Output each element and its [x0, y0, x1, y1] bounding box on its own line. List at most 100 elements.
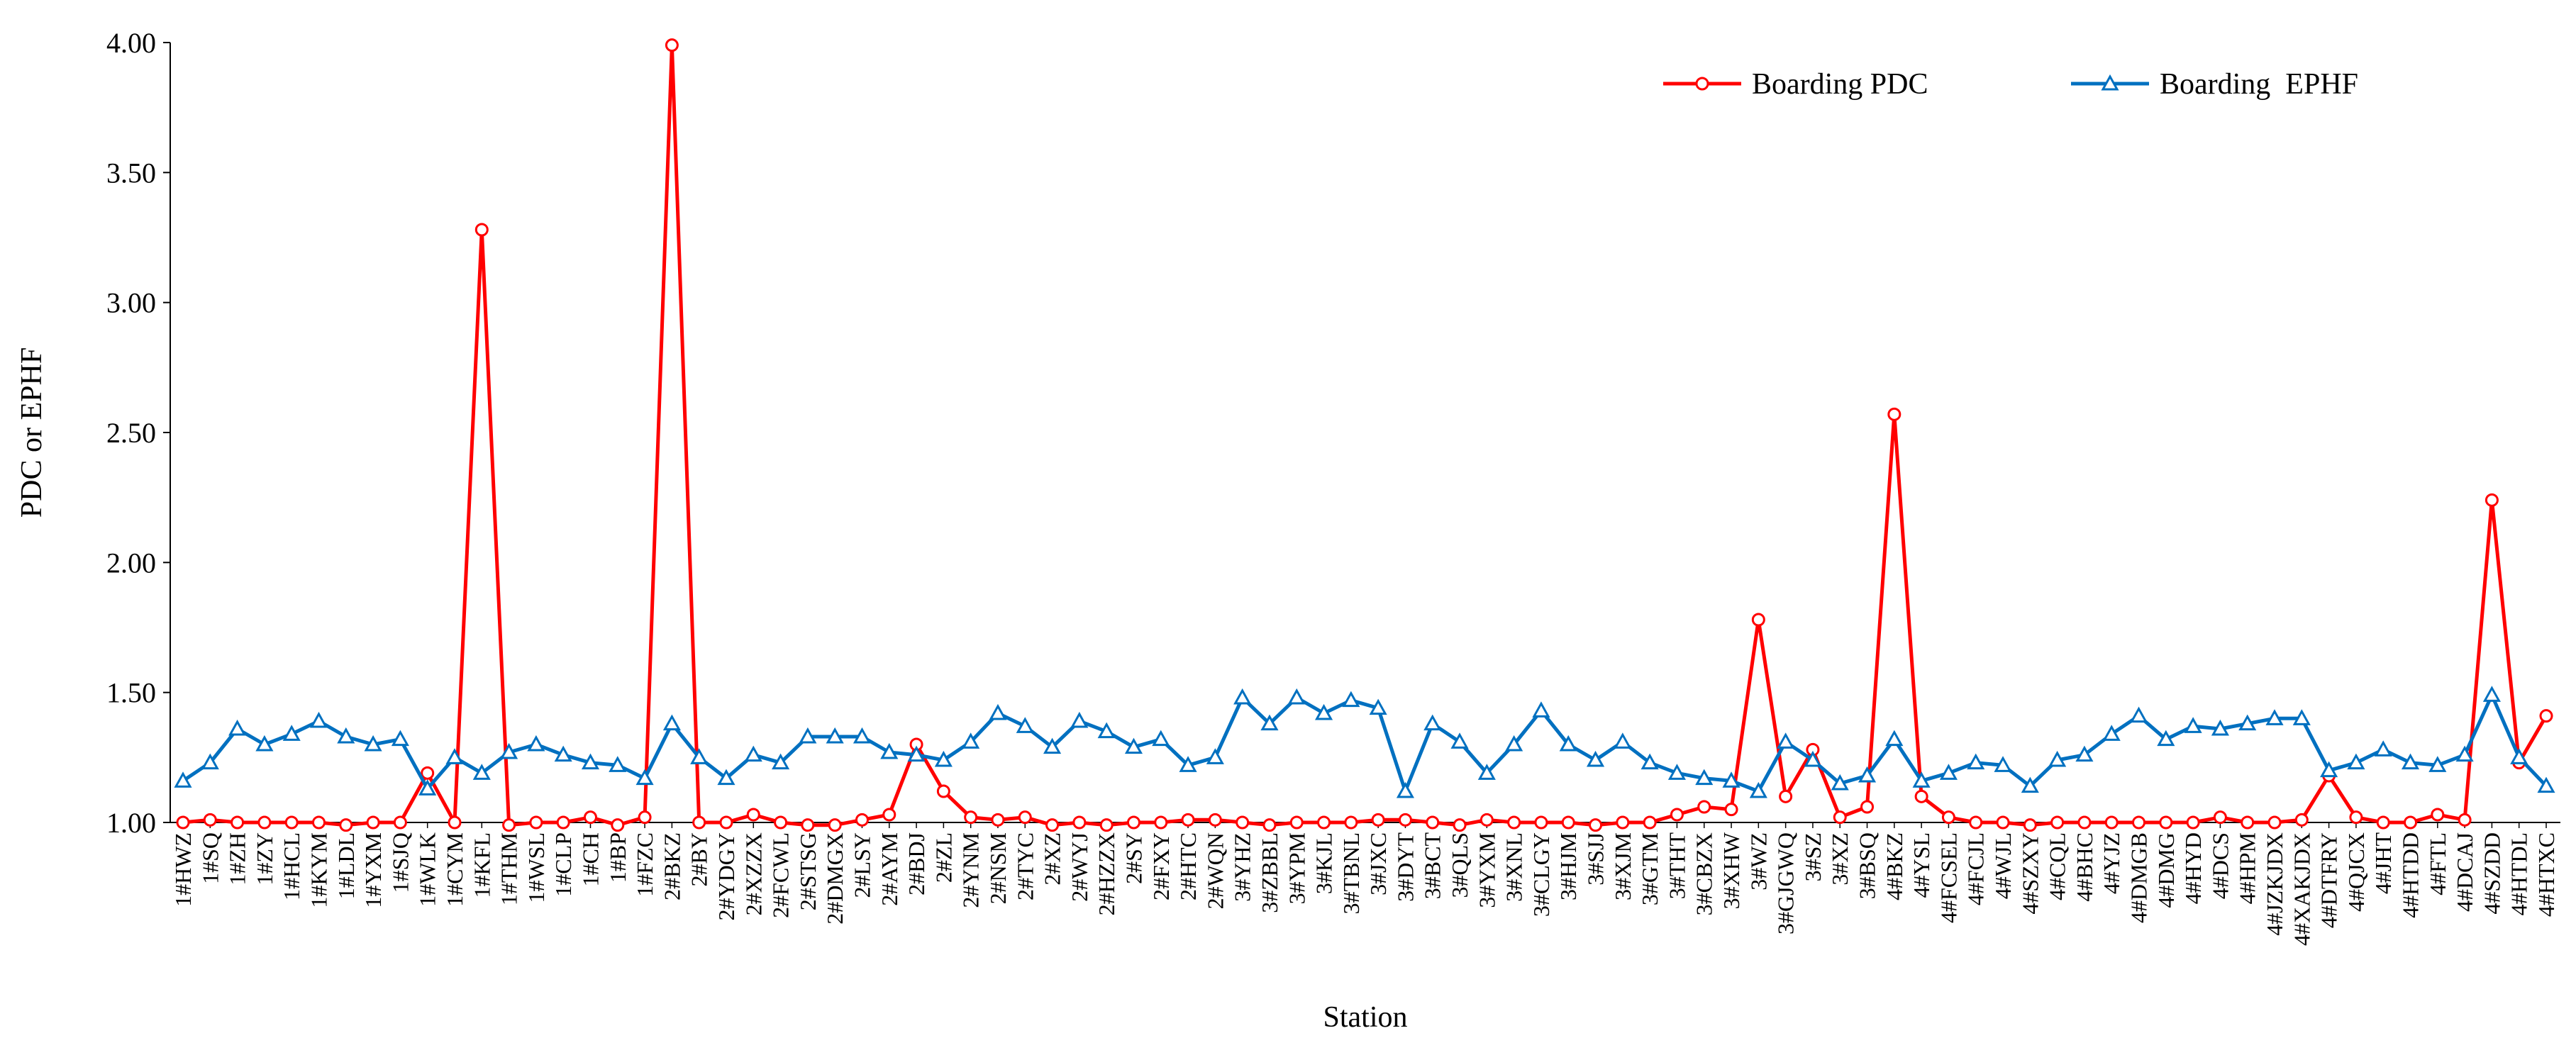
y-tick-labels: 1.00 1.50 2.00 2.50 3.00 3.50 4.00 [106, 27, 170, 839]
x-tick-label: 2#LSY [849, 832, 875, 898]
data-point [1914, 789, 1928, 803]
data-point [2021, 776, 2039, 793]
data-point [2376, 815, 2390, 830]
x-tick-label: 3#YPM [1284, 832, 1309, 904]
data-point [1994, 756, 2012, 772]
data-point [907, 745, 926, 762]
x-tick-label: 4#QJCX [2343, 832, 2369, 912]
data-point [2455, 745, 2474, 762]
x-tick-label: 2#BKZ [659, 832, 684, 900]
data-point [2265, 709, 2284, 725]
data-point [1450, 732, 1469, 749]
data-point [583, 810, 597, 825]
data-point [1233, 688, 1252, 705]
data-point [1667, 764, 1686, 780]
x-tick-label: 1#BP [605, 832, 631, 883]
data-point [2132, 815, 2146, 830]
data-point [2485, 493, 2499, 507]
data-point [989, 703, 1007, 720]
x-tick-label: 3#HJM [1555, 832, 1581, 900]
data-point [1858, 766, 1877, 783]
data-point [1967, 753, 1985, 770]
data-point [2184, 717, 2202, 733]
x-tick-label: 2#BDJ [904, 832, 929, 895]
data-point [1616, 815, 1630, 830]
data-point [1342, 691, 1360, 708]
x-tick-label: 3#XNL [1501, 832, 1527, 902]
data-point [1262, 818, 1277, 832]
data-point [826, 727, 844, 744]
data-point [2129, 706, 2148, 723]
data-point [1885, 730, 1904, 747]
data-point [418, 779, 437, 796]
x-tick-label: 3#WZ [1745, 832, 1771, 891]
legend-label: Boarding EPHF [2160, 68, 2358, 101]
data-point [2347, 753, 2365, 770]
data-point [1396, 781, 1414, 798]
data-point [635, 769, 654, 786]
x-tick-label: 1#CH [577, 832, 603, 886]
data-point [1236, 815, 1250, 830]
data-point [1779, 789, 1793, 803]
x-tick-label: 4#DCAJ [2452, 832, 2477, 912]
data-point [717, 769, 735, 786]
data-point [1317, 815, 1331, 830]
x-tick-label: 4#XAKJDX [2289, 832, 2314, 946]
data-point [366, 815, 380, 830]
data-point [1586, 750, 1605, 767]
x-tick-label: 3#ZBBL [1257, 832, 1282, 913]
x-tick-label: 4#SZDD [2479, 832, 2504, 915]
data-point [581, 753, 600, 770]
data-point [1912, 771, 1931, 788]
data-point [1860, 800, 1875, 814]
data-point [2267, 815, 2282, 830]
data-point [1724, 803, 1738, 817]
data-point [744, 745, 762, 762]
x-tick-label: 3#BSQ [1855, 832, 1880, 899]
data-point [2023, 818, 2037, 832]
data-point [201, 753, 219, 770]
data-point [284, 815, 299, 830]
data-point [1831, 774, 1849, 791]
data-point [662, 714, 681, 731]
x-tick-label: 3#GTM [1637, 832, 1662, 905]
data-point [2404, 815, 2418, 830]
data-point [445, 748, 464, 764]
legend-item: Boarding PDC [1663, 68, 1928, 101]
data-point [2428, 756, 2447, 772]
x-tick-label: 2#DMGX [822, 832, 848, 925]
data-point [746, 808, 760, 822]
data-point [1016, 717, 1034, 733]
x-tick-label: 4#HPM [2235, 832, 2260, 904]
data-point [2539, 709, 2553, 723]
x-tick-label: 4#DMGB [2126, 832, 2152, 923]
x-tick-label: 2#TYC [1012, 832, 1038, 900]
x-tick-label: 2#BY [687, 832, 712, 886]
x-tick-label: 1#YXM [360, 832, 386, 908]
data-point [1260, 714, 1279, 731]
data-point [1371, 813, 1385, 827]
data-point [1532, 701, 1550, 718]
x-tick-label: 1#SQ [197, 832, 223, 884]
data-point [174, 771, 192, 788]
x-tick-label: 2#HTC [1175, 832, 1201, 900]
data-point [474, 223, 489, 237]
data-point [1777, 732, 1795, 749]
data-point [962, 732, 980, 749]
data-point [1561, 815, 1575, 830]
x-tick-label: 4#YSL [1909, 832, 1934, 898]
data-point [665, 38, 679, 52]
data-point [2510, 748, 2528, 764]
x-tick-label: 4#CQL [2045, 832, 2070, 900]
legend-label: Boarding PDC [1752, 68, 1928, 101]
data-point [692, 815, 706, 830]
series-line [182, 693, 2548, 793]
data-point [2292, 709, 2311, 725]
x-tick-label: 1#ZH [225, 832, 250, 886]
data-point [690, 748, 709, 764]
y-tick-label: 2.00 [106, 547, 156, 579]
x-tick-label: 3#SJJ [1583, 832, 1609, 886]
x-tick-label: 4#HYD [2180, 832, 2206, 904]
x-tick-label: 3#JXC [1365, 832, 1391, 895]
legend-item: Boarding EPHF [2071, 68, 2358, 101]
